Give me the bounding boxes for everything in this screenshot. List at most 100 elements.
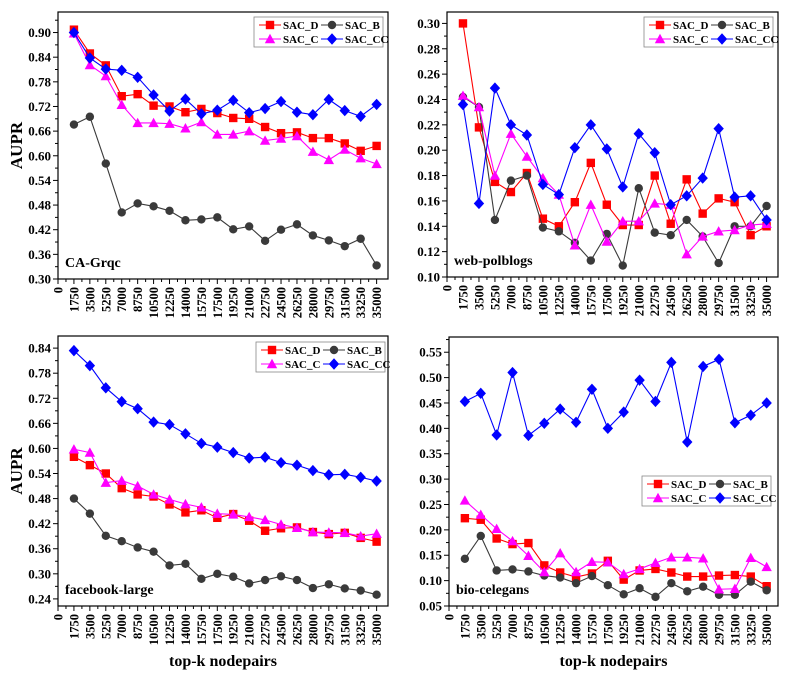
legend-label: SAC_B xyxy=(733,479,769,491)
data-point-SAC_CC xyxy=(459,395,471,408)
y-tick-label: 0.30 xyxy=(28,566,51,581)
data-point-SAC_C xyxy=(196,116,207,127)
y-tick-label: 0.20 xyxy=(417,143,440,158)
x-axis-label: top-k nodepairs xyxy=(559,653,667,670)
x-tick-label: 29750 xyxy=(322,614,336,645)
data-point-SAC_C xyxy=(650,557,661,568)
panel-CA-Grqc: 0.30 0.36 0.42 0.48 0.54 0.60 0.66 0.72 0.78 0.84… xyxy=(7,11,389,318)
data-point-SAC_B xyxy=(292,220,302,229)
data-point-SAC_C xyxy=(554,548,566,558)
data-point-SAC_CC xyxy=(491,429,502,441)
data-point-SAC_CC xyxy=(618,406,629,418)
data-point-SAC_B xyxy=(635,584,644,593)
data-point-SAC_CC xyxy=(649,147,660,159)
data-point-SAC_C xyxy=(570,566,582,577)
data-point-SAC_CC xyxy=(148,89,159,101)
data-point-SAC_B xyxy=(229,225,238,234)
data-point-SAC_B xyxy=(460,554,470,563)
x-tick-label: 8750 xyxy=(131,287,145,312)
data-point-SAC_C xyxy=(323,154,335,165)
dataset-label: bio-celegans xyxy=(456,583,530,598)
data-point-SAC_C xyxy=(259,135,271,145)
data-point-SAC_D xyxy=(714,194,723,203)
panel-bio-celegans: 0.05 0.10 0.15 0.20 0.25 0.30 0.35 0.40 0.45 0.50… xyxy=(419,336,779,670)
x-tick-label: 8750 xyxy=(520,285,534,310)
legend: SAC_D SAC_B SAC_C SAC_CC xyxy=(643,16,778,48)
y-tick-label: 0.66 xyxy=(28,124,51,139)
x-tick-label: 10500 xyxy=(147,287,161,318)
data-point-SAC_B xyxy=(524,567,533,576)
x-tick-label: 29750 xyxy=(322,287,336,318)
data-point-SAC_CC xyxy=(553,188,565,201)
x-tick-label: 31500 xyxy=(338,287,352,318)
data-point-SAC_CC xyxy=(475,387,486,400)
data-point-SAC_C xyxy=(745,552,756,562)
data-point-SAC_B xyxy=(762,586,771,595)
legend-marker-SAC_B xyxy=(717,20,727,30)
x-tick-label: 3500 xyxy=(472,285,486,310)
legend-marker-SAC_D xyxy=(655,20,665,30)
data-point-SAC_C xyxy=(457,90,469,100)
x-tick-label: 35000 xyxy=(370,287,384,318)
dataset-label: facebook-large xyxy=(65,583,154,598)
data-point-SAC_C xyxy=(339,144,350,154)
data-point-SAC_C xyxy=(132,117,143,128)
x-tick-label: 33250 xyxy=(354,614,368,645)
data-point-SAC_B xyxy=(213,569,222,579)
data-point-SAC_D xyxy=(229,113,238,123)
data-point-SAC_B xyxy=(714,258,723,268)
data-point-SAC_CC xyxy=(291,106,303,118)
data-point-SAC_B xyxy=(197,215,206,224)
data-point-SAC_C xyxy=(100,70,111,81)
y-tick-label: 0.48 xyxy=(28,198,51,213)
data-point-SAC_C xyxy=(212,508,223,518)
x-tick-label: 5250 xyxy=(99,614,113,639)
data-point-SAC_C xyxy=(371,528,382,538)
data-point-SAC_C xyxy=(761,561,772,572)
y-tick-label: 0.84 xyxy=(28,50,51,65)
data-point-SAC_CC xyxy=(761,214,772,226)
x-tick-label: 26250 xyxy=(680,285,694,316)
data-point-SAC_CC xyxy=(84,359,96,372)
data-point-SAC_C xyxy=(666,552,677,562)
data-point-SAC_B xyxy=(85,509,95,518)
data-point-SAC_B xyxy=(762,201,771,211)
data-point-SAC_CC xyxy=(570,416,582,428)
data-point-SAC_B xyxy=(571,578,581,588)
data-point-SAC_CC xyxy=(697,360,709,373)
data-point-SAC_CC xyxy=(132,71,143,84)
data-point-SAC_B xyxy=(149,547,158,556)
data-point-SAC_C xyxy=(521,151,533,161)
x-tick-label: 31500 xyxy=(728,614,742,645)
legend-label: SAC_D xyxy=(285,345,321,357)
data-point-SAC_B xyxy=(619,590,628,599)
data-point-SAC_C xyxy=(275,133,287,143)
data-point-SAC_B xyxy=(149,202,158,211)
data-point-SAC_B xyxy=(292,575,302,585)
data-point-SAC_C xyxy=(148,117,159,128)
data-point-SAC_CC xyxy=(505,119,517,131)
data-point-SAC_D xyxy=(540,561,549,570)
y-tick-label: 0.50 xyxy=(419,370,442,385)
data-point-SAC_C xyxy=(618,568,629,579)
x-tick-label: 7000 xyxy=(504,285,518,310)
plot-frame xyxy=(57,11,389,280)
data-point-SAC_B xyxy=(308,231,318,240)
data-point-SAC_C xyxy=(116,475,127,485)
x-tick-label: 21000 xyxy=(633,614,647,645)
data-point-SAC_D xyxy=(181,508,190,517)
data-point-SAC_B xyxy=(506,176,516,185)
data-point-SAC_D xyxy=(372,141,381,151)
series-line-SAC_B xyxy=(73,498,377,596)
x-tick-label: 7000 xyxy=(506,614,520,639)
data-point-SAC_CC xyxy=(665,199,676,211)
legend-label: SAC_B xyxy=(345,20,381,32)
x-tick-label: 22750 xyxy=(648,285,662,316)
x-tick-label: 33250 xyxy=(354,287,368,318)
data-point-SAC_D xyxy=(554,222,564,231)
data-point-SAC_CC xyxy=(68,26,80,39)
x-tick-label: 22750 xyxy=(259,287,273,318)
data-point-SAC_B xyxy=(490,215,500,225)
data-point-SAC_CC xyxy=(243,106,255,119)
y-tick-label: 0.15 xyxy=(419,548,442,563)
